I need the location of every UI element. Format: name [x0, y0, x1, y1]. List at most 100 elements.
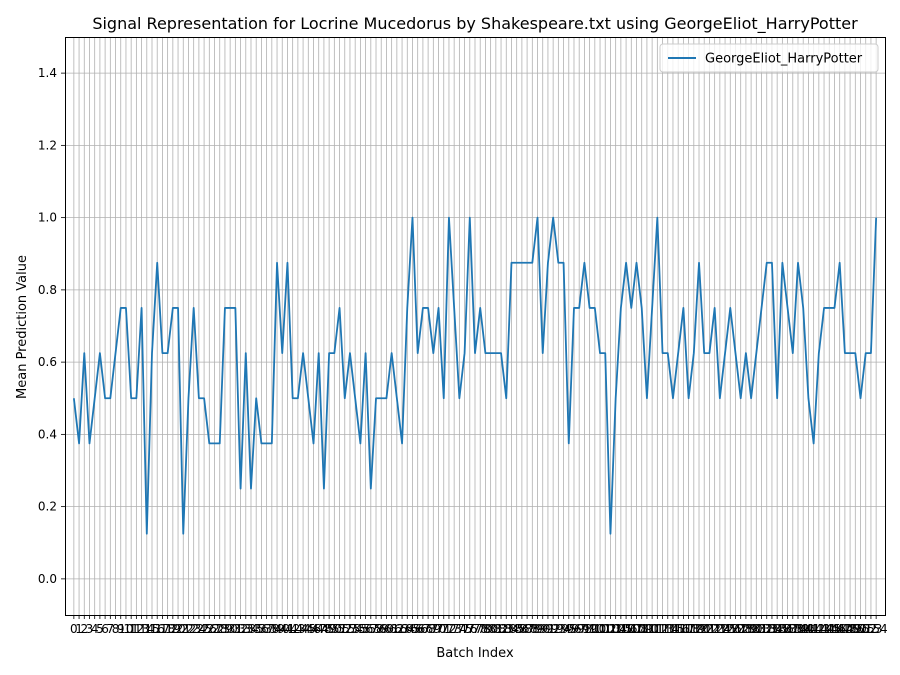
x-tick-label: 127 — [724, 622, 747, 636]
x-tick-label: 75 — [457, 622, 472, 636]
x-tick-label: 27 — [207, 622, 222, 636]
x-tick-label: 74 — [452, 622, 467, 636]
x-tick-label: 17 — [155, 622, 170, 636]
x-tick-label: 12 — [129, 622, 144, 636]
x-tick-label: 28 — [212, 622, 227, 636]
x-tick-label: 2 — [80, 622, 88, 636]
x-tick-label: 24 — [191, 622, 206, 636]
x-tick-label: 59 — [374, 622, 389, 636]
series-layer — [72, 216, 878, 535]
series-line — [72, 216, 878, 535]
y-tick-label: 1.0 — [38, 211, 57, 225]
x-tick-label: 39 — [269, 622, 284, 636]
x-tick-label: 114 — [656, 622, 679, 636]
x-tick-label: 84 — [504, 622, 519, 636]
x-tick-label: 148 — [833, 622, 856, 636]
x-tick-label: 67 — [415, 622, 430, 636]
y-axis-ticks: 0.0 0.2 0.4 0.6 0.8 1.0 1.2 1.4 — [38, 66, 65, 586]
x-tick-label: 87 — [519, 622, 534, 636]
x-tick-label: 58 — [368, 622, 383, 636]
x-tick-label: 146 — [823, 622, 846, 636]
grid — [65, 37, 885, 615]
x-tick-label: 71 — [436, 622, 451, 636]
x-tick-label: 53 — [342, 622, 357, 636]
x-axis-label: Batch Index — [436, 646, 514, 661]
x-tick-label: 138 — [781, 622, 804, 636]
x-tick-label: 34 — [243, 622, 258, 636]
x-tick-label: 60 — [379, 622, 394, 636]
x-tick-label: 99 — [582, 622, 597, 636]
y-tick-label: 1.2 — [38, 138, 57, 152]
x-tick-label: 136 — [771, 622, 794, 636]
x-tick-label: 57 — [363, 622, 378, 636]
x-tick-label: 94 — [556, 622, 571, 636]
x-tick-label: 115 — [662, 622, 685, 636]
x-tick-label: 154 — [865, 622, 888, 636]
x-tick-label: 65 — [405, 622, 420, 636]
x-tick-label: 103 — [599, 622, 622, 636]
x-tick-label: 16 — [150, 622, 165, 636]
x-tick-label: 69 — [426, 622, 441, 636]
x-tick-label: 73 — [447, 622, 462, 636]
y-tick-label: 0.2 — [38, 500, 57, 514]
x-tick-label: 130 — [740, 622, 763, 636]
x-tick-label: 122 — [698, 622, 721, 636]
x-tick-label: 66 — [410, 622, 425, 636]
x-tick-label: 55 — [353, 622, 368, 636]
x-tick-label: 106 — [615, 622, 638, 636]
x-tick-label: 112 — [646, 622, 669, 636]
x-tick-label: 152 — [854, 622, 877, 636]
x-tick-label: 132 — [750, 622, 773, 636]
x-tick-label: 41 — [280, 622, 295, 636]
x-tick-label: 135 — [766, 622, 789, 636]
x-tick-label: 150 — [844, 622, 867, 636]
x-tick-label: 50 — [327, 622, 342, 636]
x-tick-label: 29 — [217, 622, 232, 636]
x-tick-label: 80 — [483, 622, 498, 636]
x-tick-label: 54 — [348, 622, 363, 636]
x-tick-label: 111 — [641, 622, 664, 636]
x-tick-label: 62 — [389, 622, 404, 636]
x-tick-label: 4 — [91, 622, 99, 636]
x-tick-label: 52 — [337, 622, 352, 636]
x-tick-label: 61 — [384, 622, 399, 636]
plot-frame — [65, 37, 886, 616]
x-tick-label: 21 — [176, 622, 191, 636]
x-tick-label: 33 — [238, 622, 253, 636]
x-tick-label: 141 — [797, 622, 820, 636]
x-tick-label: 95 — [561, 622, 576, 636]
x-tick-label: 8 — [112, 622, 120, 636]
x-tick-label: 30 — [223, 622, 238, 636]
x-tick-label: 31 — [228, 622, 243, 636]
x-tick-label: 117 — [672, 622, 695, 636]
x-tick-label: 32 — [233, 622, 248, 636]
x-tick-label: 149 — [839, 622, 862, 636]
x-tick-label: 36 — [254, 622, 269, 636]
x-tick-label: 139 — [787, 622, 810, 636]
x-tick-label: 0 — [70, 622, 78, 636]
x-tick-label: 147 — [828, 622, 851, 636]
x-tick-label: 22 — [181, 622, 196, 636]
x-tick-label: 97 — [572, 622, 587, 636]
x-tick-label: 96 — [566, 622, 581, 636]
x-tick-label: 63 — [394, 622, 409, 636]
x-tick-label: 7 — [107, 622, 115, 636]
x-tick-label: 18 — [160, 622, 175, 636]
x-tick-label: 137 — [776, 622, 799, 636]
x-tick-label: 72 — [441, 622, 456, 636]
x-tick-label: 43 — [290, 622, 305, 636]
x-tick-label: 126 — [719, 622, 742, 636]
x-tick-label: 134 — [760, 622, 783, 636]
x-tick-label: 38 — [264, 622, 279, 636]
x-tick-label: 88 — [525, 622, 540, 636]
x-tick-label: 1 — [75, 622, 83, 636]
x-tick-label: 151 — [849, 622, 872, 636]
chart-title: Signal Representation for Locrine Mucedo… — [92, 14, 858, 34]
x-tick-label: 11 — [124, 622, 139, 636]
x-tick-label: 44 — [295, 622, 310, 636]
x-tick-label: 93 — [551, 622, 566, 636]
x-tick-label: 23 — [186, 622, 201, 636]
x-tick-label: 116 — [667, 622, 690, 636]
x-tick-label: 145 — [818, 622, 841, 636]
x-tick-label: 133 — [755, 622, 778, 636]
